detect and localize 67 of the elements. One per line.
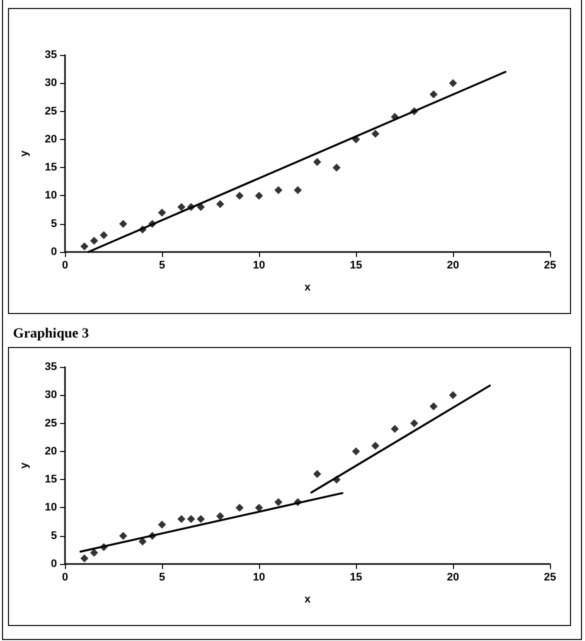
point [80, 554, 88, 562]
point [187, 514, 196, 523]
x-tick-label: 10 [252, 260, 266, 272]
point [90, 236, 98, 245]
point [196, 514, 205, 523]
point [216, 512, 224, 520]
x-axis-title: x [304, 594, 312, 606]
point [236, 504, 244, 512]
x-tick-label: 5 [158, 260, 166, 272]
y-tick-label: 20 [44, 445, 57, 458]
x-tick-label: 20 [446, 572, 460, 584]
x-tick-label: 10 [252, 572, 266, 584]
point [216, 200, 224, 208]
point [390, 424, 399, 433]
y-tick-label: 0 [50, 558, 57, 570]
point [430, 90, 438, 98]
y-tick-label: 25 [44, 105, 57, 118]
point [352, 447, 360, 456]
point [177, 202, 186, 211]
y-tick-label: 0 [50, 246, 57, 258]
point [274, 186, 282, 194]
y-axis-title: y [18, 150, 30, 157]
x-tick-label: 15 [350, 572, 362, 584]
point [158, 520, 166, 529]
point [313, 158, 322, 166]
point [255, 504, 263, 512]
point [119, 220, 128, 228]
x-tick-label: 15 [350, 260, 362, 272]
x-tick-label: 0 [62, 260, 68, 272]
point [410, 419, 418, 428]
y-tick-label: 35 [44, 361, 57, 373]
y-tick-label: 15 [44, 162, 57, 174]
y-tick-label: 25 [44, 417, 57, 430]
point [371, 130, 380, 138]
point [158, 208, 166, 217]
x-tick-label: 25 [544, 572, 556, 584]
x-tick-label: 5 [158, 572, 166, 584]
y-tick-label: 20 [44, 133, 57, 146]
point [449, 79, 457, 88]
point [371, 442, 380, 450]
x-tick-label: 0 [62, 572, 68, 584]
y-tick-label: 30 [44, 389, 57, 402]
point [274, 498, 282, 506]
point [313, 470, 322, 478]
x-tick-label: 25 [544, 260, 556, 272]
y-tick-label: 15 [44, 474, 57, 486]
y-tick-label: 5 [50, 530, 57, 542]
y-tick-label: 35 [44, 49, 57, 61]
point [90, 548, 98, 557]
point [236, 192, 244, 200]
point [177, 514, 186, 523]
x-axis-title: x [304, 282, 312, 294]
y-tick-label: 10 [44, 502, 57, 514]
point [332, 164, 341, 172]
y-axis-title: y [18, 462, 30, 469]
x-tick-label: 20 [446, 260, 460, 272]
y-tick-label: 5 [50, 218, 57, 230]
point [430, 402, 438, 410]
chart-title: Graphique 3 [13, 326, 89, 342]
y-tick-label: 10 [44, 190, 57, 202]
point [449, 391, 457, 400]
point [294, 186, 302, 194]
y-tick-label: 30 [44, 77, 57, 90]
point [100, 231, 108, 240]
point [119, 532, 128, 540]
point [255, 192, 263, 200]
point [80, 242, 88, 250]
